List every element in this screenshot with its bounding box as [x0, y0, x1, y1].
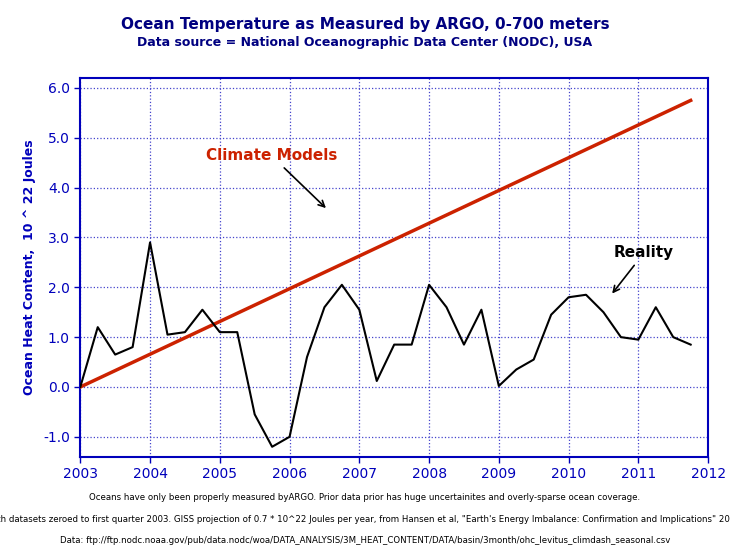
Text: Data: ftp://ftp.nodc.noaa.gov/pub/data.nodc/woa/DATA_ANALYSIS/3M_HEAT_CONTENT/DA: Data: ftp://ftp.nodc.noaa.gov/pub/data.n… — [60, 536, 670, 545]
Text: Reality: Reality — [613, 246, 674, 292]
Text: Oceans have only been properly measured byARGO. Prior data prior has huge uncert: Oceans have only been properly measured … — [90, 493, 640, 502]
Text: Climate Models: Climate Models — [206, 148, 337, 207]
Text: Ocean Temperature as Measured by ARGO, 0-700 meters: Ocean Temperature as Measured by ARGO, 0… — [120, 17, 610, 32]
Text: Both datasets zeroed to first quarter 2003. GISS projection of 0.7 * 10^22 Joule: Both datasets zeroed to first quarter 20… — [0, 515, 730, 524]
Y-axis label: Ocean Heat Content,  10 ^ 22 Joules: Ocean Heat Content, 10 ^ 22 Joules — [23, 140, 36, 395]
Text: Data source = National Oceanographic Data Center (NODC), USA: Data source = National Oceanographic Dat… — [137, 36, 593, 49]
